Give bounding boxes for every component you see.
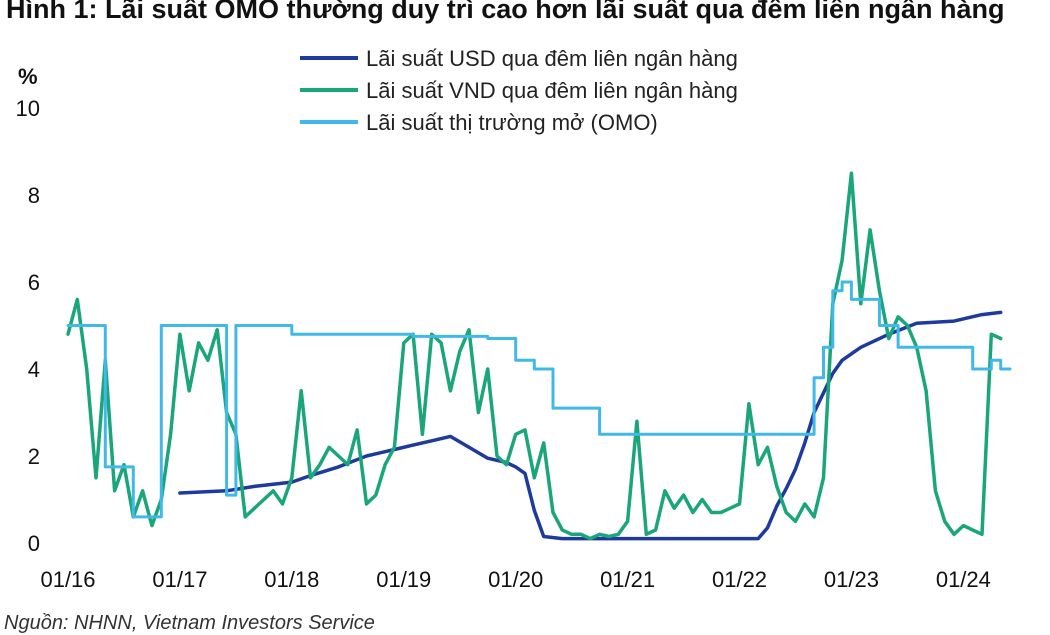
legend-label-1: Lãi suất USD qua đêm liên ngân hàng <box>366 46 738 71</box>
y-tick-label: 0 <box>28 531 40 556</box>
x-tick-label: 01/20 <box>488 567 543 592</box>
x-tick-label: 01/21 <box>600 567 655 592</box>
x-tick-label: 01/17 <box>152 567 207 592</box>
chart-title: Hình 1: Lãi suất OMO thường duy trì cao … <box>6 0 1005 24</box>
series-line-3 <box>66 280 1012 519</box>
source-note: Nguồn: NHNN, Vietnam Investors Service <box>4 612 375 634</box>
x-tick-label: 01/24 <box>936 567 991 592</box>
y-tick-label: 8 <box>28 183 40 208</box>
x-axis: 01/16 01/17 01/18 01/19 01/20 01/21 01/22 01/23… <box>40 567 990 592</box>
y-tick-label: 2 <box>28 444 40 469</box>
x-tick-label: 01/22 <box>712 567 767 592</box>
series-line-1 <box>178 310 1003 541</box>
x-tick-label: 01/19 <box>376 567 431 592</box>
y-tick-label: 10 <box>16 96 40 121</box>
legend-label-2: Lãi suất VND qua đêm liên ngân hàng <box>366 78 738 103</box>
y-axis: 0 2 4 6 8 10 <box>16 96 40 556</box>
y-tick-label: 4 <box>28 357 40 382</box>
series-group <box>66 171 1012 541</box>
x-tick-label: 01/23 <box>824 567 879 592</box>
legend-label-3: Lãi suất thị trường mở (OMO) <box>366 110 658 135</box>
legend: Lãi suất USD qua đêm liên ngân hàng Lãi s… <box>300 46 738 135</box>
y-tick-label: 6 <box>28 270 40 295</box>
series-line-2 <box>66 171 1003 541</box>
x-tick-label: 01/18 <box>264 567 319 592</box>
x-tick-label: 01/16 <box>40 567 95 592</box>
y-axis-unit-label: % <box>18 64 38 89</box>
